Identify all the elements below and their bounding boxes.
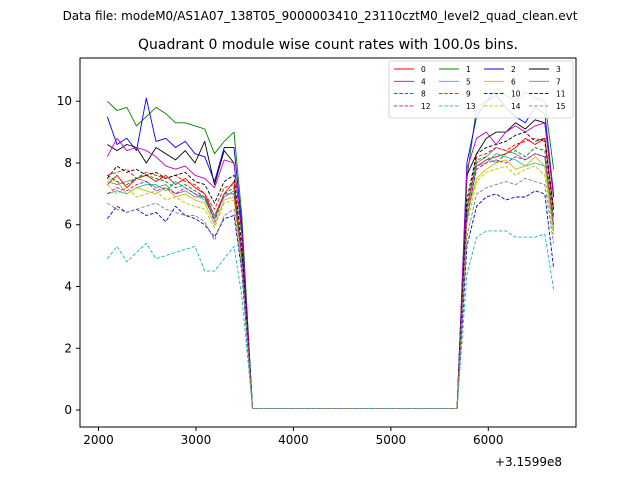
- legend-label-11: 11: [556, 90, 566, 99]
- legend-label-3: 3: [556, 65, 561, 74]
- series-line-8: [107, 137, 555, 409]
- legend-label-0: 0: [421, 65, 426, 74]
- series-line-10: [106, 190, 555, 409]
- series-line-6: [107, 156, 555, 409]
- legend-label-2: 2: [511, 65, 516, 74]
- legend-label-9: 9: [466, 90, 471, 99]
- y-tick-label: 4: [64, 280, 72, 294]
- legend-box: [388, 60, 574, 119]
- x-tick-label: 4000: [278, 433, 309, 447]
- series-line-4: [106, 122, 555, 409]
- legend-label-14: 14: [511, 102, 521, 111]
- chart-title: Quadrant 0 module wise count rates with …: [138, 37, 518, 53]
- axes-frame: [79, 57, 577, 428]
- legend-label-1: 1: [466, 65, 471, 74]
- series-line-15: [107, 177, 555, 409]
- x-offset-label: +3.1599e8: [495, 455, 562, 469]
- series-line-5: [107, 153, 555, 409]
- series-line-2: [106, 94, 555, 409]
- x-tick-label: 3000: [181, 433, 212, 447]
- series-line-13: [106, 230, 555, 409]
- legend-label-10: 10: [511, 90, 521, 99]
- y-tick-label: 0: [64, 403, 72, 417]
- series-line-1: [106, 88, 555, 409]
- series-line-14: [106, 165, 555, 409]
- series-line-0: [106, 137, 555, 409]
- chart-suptitle: Data file: modeM0/AS1A07_138T05_90000034…: [63, 9, 578, 23]
- legend-label-8: 8: [421, 90, 426, 99]
- legend-label-5: 5: [466, 77, 471, 86]
- y-tick-label: 6: [64, 218, 72, 232]
- series-line-9: [107, 147, 555, 409]
- y-tick-label: 8: [64, 156, 72, 170]
- series-line-7: [107, 147, 555, 409]
- legend-label-12: 12: [421, 102, 431, 111]
- y-tick-label: 2: [64, 341, 72, 355]
- legend-label-7: 7: [556, 77, 561, 86]
- series-line-11: [106, 131, 555, 409]
- legend-label-15: 15: [556, 102, 566, 111]
- legend-label-6: 6: [511, 77, 516, 86]
- series-line-12: [107, 153, 555, 409]
- x-tick-label: 2000: [83, 433, 114, 447]
- x-tick-label: 6000: [473, 433, 504, 447]
- plot-area: [106, 88, 555, 409]
- x-tick-label: 5000: [376, 433, 407, 447]
- legend-label-13: 13: [466, 102, 476, 111]
- legend-label-4: 4: [421, 77, 426, 86]
- y-tick-label: 10: [57, 94, 72, 108]
